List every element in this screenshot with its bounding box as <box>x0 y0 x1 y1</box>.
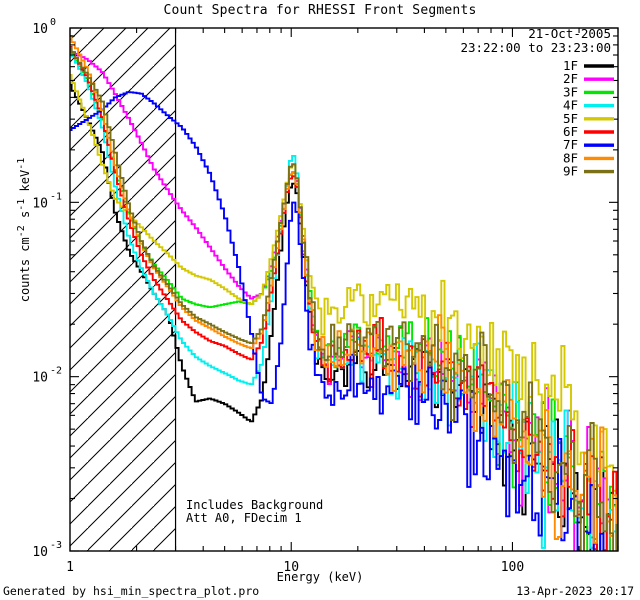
y-tick-label: 10 <box>32 196 48 211</box>
annotation-includes-background: Includes Background <box>186 498 323 512</box>
y-tick-exponent: -1 <box>50 191 62 202</box>
y-axis-title-base: counts cm <box>18 237 32 303</box>
legend-label-9f: 9F <box>563 164 578 179</box>
footer-generator-text: Generated by hsi_min_spectra_plot.pro <box>3 584 260 598</box>
axis-frame <box>69 27 619 552</box>
y-axis-title-sup1: -2 <box>16 225 27 238</box>
legend-label-5f: 5F <box>563 111 578 126</box>
legend-label-3f: 3F <box>563 84 578 99</box>
y-axis-title: counts cm-2 s-1 keV-1 <box>16 110 32 350</box>
x-tick-label: 1 <box>66 560 74 575</box>
spectra-series-layer <box>70 35 618 551</box>
legend-time-range: 23:22:00 to 23:23:00 <box>460 40 611 55</box>
spectrum-line-9f <box>70 46 618 551</box>
y-axis-title-sup2: -1 <box>16 198 27 211</box>
legend-label-4f: 4F <box>563 98 578 113</box>
y-tick-label: 10 <box>32 545 48 560</box>
spectrum-line-7f <box>70 91 605 551</box>
y-tick-label: 10 <box>32 371 48 386</box>
x-axis-title: Energy (keV) <box>276 570 364 584</box>
y-axis-title-sup3: -1 <box>16 157 27 170</box>
footer-timestamp: 13-Apr-2023 20:17 <box>516 584 634 598</box>
y-tick-exponent: -3 <box>50 540 62 551</box>
legend-label-7f: 7F <box>563 137 578 152</box>
y-axis-title-mid: s <box>18 210 32 226</box>
legend-label-1f: 1F <box>563 58 578 73</box>
legend-date: 21-Oct-2005 <box>528 26 611 41</box>
legend-label-2f: 2F <box>563 71 578 86</box>
y-tick-exponent: -2 <box>50 366 62 377</box>
spectrum-line-5f <box>70 74 618 509</box>
chart-title: Count Spectra for RHESSI Front Segments <box>163 3 477 18</box>
y-tick-label: 10 <box>32 22 48 37</box>
annotation-attenuator-state: Att A0, FDecim 1 <box>186 511 302 525</box>
x-tick-label: 10 <box>283 560 299 575</box>
legend-label-6f: 6F <box>563 124 578 139</box>
x-tick-labels: 1 10 100 <box>66 560 524 575</box>
spectrum-line-8f <box>70 35 618 544</box>
legend-label-8f: 8F <box>563 150 578 165</box>
y-axis-title-mid2: keV <box>18 169 32 199</box>
x-tick-label: 100 <box>501 560 524 575</box>
y-tick-exponent: 0 <box>50 17 56 28</box>
